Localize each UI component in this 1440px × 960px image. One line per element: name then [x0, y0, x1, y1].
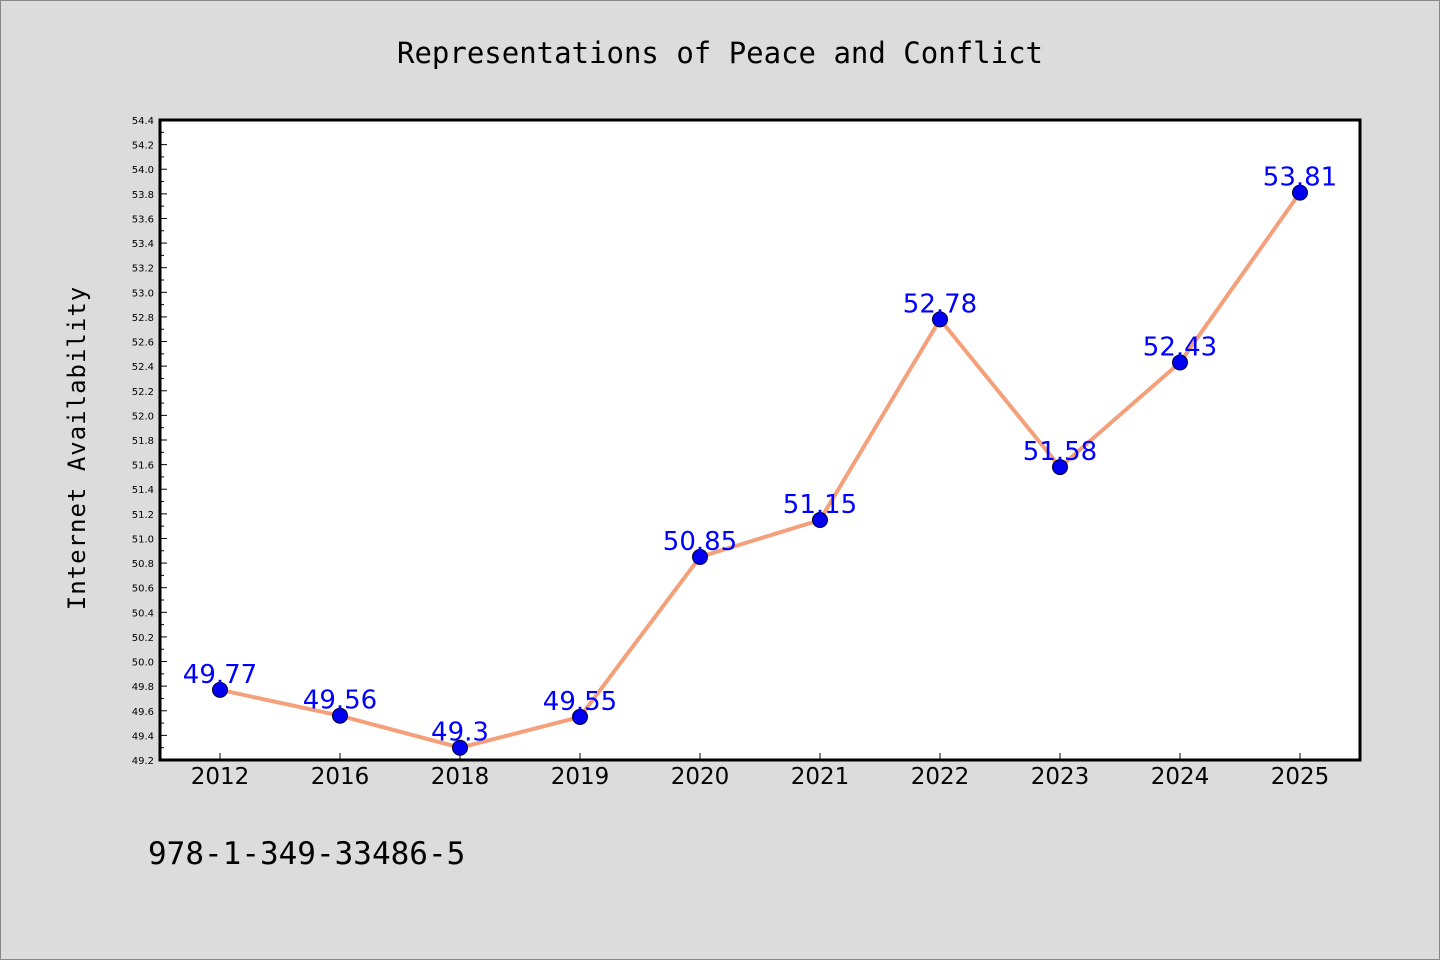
x-tick-label: 2020 — [671, 764, 730, 790]
y-tick-label: 52.8 — [132, 313, 154, 324]
data-point — [452, 739, 468, 756]
x-tick-label: 2022 — [911, 764, 970, 790]
y-axis-label: Internet Availability — [63, 286, 91, 610]
data-point — [812, 512, 828, 528]
y-tick-label: 53.0 — [132, 288, 154, 299]
y-tick-label: 50.0 — [132, 658, 154, 669]
data-label: 49.55 — [543, 687, 617, 717]
y-tick-label: 51.6 — [132, 461, 154, 472]
series-line — [218, 190, 1302, 750]
x-axis-ticks: 2012 2016 2018 2019 2020 2021 2022 2023 2024 2025 — [191, 753, 1330, 790]
data-point — [1292, 184, 1308, 201]
chart-title: Representations of Peace and Conflict — [397, 36, 1043, 70]
y-tick-label: 54.0 — [132, 165, 154, 176]
data-point — [1172, 354, 1188, 371]
x-tick-label: 2018 — [431, 764, 490, 790]
data-label: 49.77 — [183, 660, 257, 690]
x-tick-label: 2025 — [1271, 764, 1330, 790]
y-tick-label: 52.2 — [132, 387, 154, 398]
data-point — [572, 708, 588, 725]
y-tick-label: 49.6 — [132, 707, 154, 718]
y-tick-label: 49.8 — [132, 682, 154, 693]
data-label: 52.43 — [1143, 332, 1217, 362]
y-tick-label: 53.6 — [132, 214, 154, 225]
y-tick-label: 49.4 — [132, 731, 154, 742]
y-tick-label: 49.2 — [132, 756, 154, 767]
data-label: 49.3 — [431, 718, 489, 748]
x-tick-label: 2019 — [551, 764, 610, 790]
y-tick-label: 53.8 — [132, 190, 154, 201]
y-tick-label: 50.6 — [132, 584, 154, 595]
y-tick-label: 52.0 — [132, 411, 154, 422]
data-label: 52.78 — [903, 289, 977, 319]
data-point — [1052, 459, 1068, 476]
y-tick-label: 50.4 — [132, 608, 154, 619]
x-tick-label: 2012 — [191, 764, 250, 790]
y-tick-label: 51.4 — [132, 485, 154, 496]
y-tick-label: 51.8 — [132, 436, 154, 447]
data-label: 51.58 — [1023, 437, 1097, 467]
plot-area — [160, 120, 1360, 760]
data-label: 50.85 — [663, 527, 737, 557]
y-tick-label: 51.0 — [132, 534, 154, 545]
x-tick-label: 2016 — [311, 764, 370, 790]
data-point — [332, 707, 348, 724]
y-tick-label: 54.2 — [132, 141, 154, 152]
data-label: 51.15 — [783, 490, 857, 520]
isbn-text: 978-1-349-33486-5 — [148, 836, 465, 872]
data-point — [932, 311, 948, 328]
y-tick-label: 50.2 — [132, 633, 154, 644]
plot-frame — [158, 118, 1362, 762]
data-point — [212, 681, 228, 698]
y-tick-label: 54.4 — [132, 116, 154, 127]
y-tick-label: 52.6 — [132, 338, 154, 349]
y-axis-ticks: 49.2 49.4 49.6 49.8 50.0 50.2 50.4 50.6 50.8 51.0… — [132, 116, 167, 767]
x-tick-label: 2024 — [1151, 764, 1210, 790]
y-tick-label: 53.2 — [132, 264, 154, 275]
y-tick-label: 53.4 — [132, 239, 154, 250]
data-point — [692, 548, 708, 565]
y-tick-label: 50.8 — [132, 559, 154, 570]
data-label: 49.56 — [303, 686, 377, 716]
data-label: 53.81 — [1263, 163, 1337, 193]
series-layer: 49.77 49.56 49.3 49.55 50.85 51.15 52.78 51.58 5… — [183, 163, 1337, 756]
x-tick-label: 2023 — [1031, 764, 1090, 790]
y-tick-label: 51.2 — [132, 510, 154, 521]
y-tick-label: 52.4 — [132, 362, 154, 373]
x-tick-label: 2021 — [791, 764, 850, 790]
